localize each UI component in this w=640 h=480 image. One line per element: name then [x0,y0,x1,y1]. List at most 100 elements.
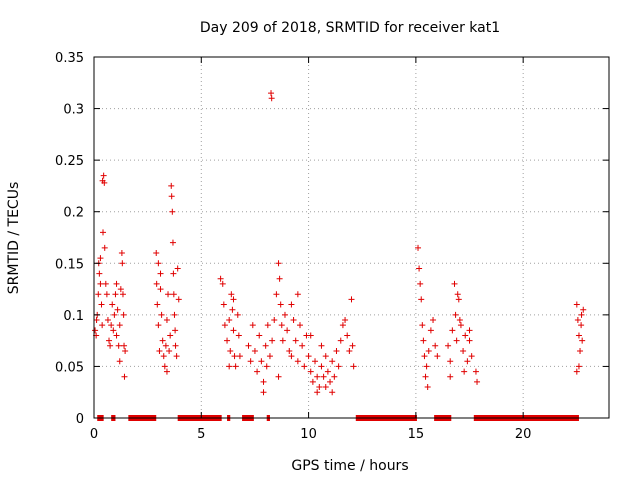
data-point [113,280,120,287]
data-point [234,311,241,318]
data-point [322,353,329,360]
data-point [277,301,284,308]
data-point [101,244,108,251]
data-point [110,327,117,334]
data-point [221,322,228,329]
data-point [158,311,165,318]
data-point [155,260,162,267]
data-point [307,368,314,375]
data-point [111,311,118,318]
data-point [161,363,168,370]
data-point [256,332,263,339]
y-tick-label: 0.25 [55,154,84,169]
data-point [324,368,331,375]
data-point [166,347,173,354]
data-point [453,337,460,344]
data-point [159,337,166,344]
data-point [235,332,242,339]
data-point [118,249,125,256]
x-tick-label: 20 [515,427,532,442]
data-point [258,358,265,365]
data-point [288,301,295,308]
data-point [427,327,434,334]
data-point [263,363,270,370]
data-point [92,327,99,334]
data-point [173,353,180,360]
data-point [165,291,172,298]
data-point [577,347,584,354]
data-point [416,265,423,272]
data-point [278,322,285,329]
data-point [294,291,301,298]
data-point [279,337,286,344]
data-point [119,260,126,267]
data-point [348,296,355,303]
data-point [327,378,334,385]
data-point [329,358,336,365]
x-tick-label: 0 [90,427,98,442]
data-point [271,317,278,324]
data-point [262,342,269,349]
data-point [299,342,306,349]
data-point [162,342,169,349]
data-point [284,327,291,334]
data-point [174,265,181,272]
data-point [342,317,349,324]
data-point [269,337,276,344]
data-point [226,317,233,324]
data-point [318,342,325,349]
data-point [102,280,109,287]
data-point [457,322,464,329]
data-point [113,332,120,339]
data-point [175,296,182,303]
data-point [101,179,108,186]
data-point [573,301,580,308]
data-point [160,353,167,360]
data-point [154,301,161,308]
data-point [339,322,346,329]
data-point [112,291,119,298]
data-point [462,332,469,339]
data-point [268,95,275,102]
data-point [273,291,280,298]
data-point [106,337,113,344]
data-point [320,373,327,380]
data-point [305,353,312,360]
data-point [224,337,231,344]
data-point [116,358,123,365]
data-point [163,317,170,324]
data-point [312,358,319,365]
data-point [452,311,459,318]
data-point [228,291,235,298]
data-point [350,363,357,370]
data-point [108,322,115,329]
chart-title: Day 209 of 2018, SRMTID for receiver kat… [200,20,500,36]
data-point [275,260,282,267]
data-point [318,363,325,370]
data-point [107,342,114,349]
data-point [260,378,267,385]
data-point [281,311,288,318]
data-point [114,306,121,313]
y-tick-label: 0.2 [63,206,84,221]
data-point [322,384,329,391]
data-point [455,296,462,303]
data-point [121,342,128,349]
data-point [434,353,441,360]
data-point [292,337,299,344]
data-point [432,342,439,349]
data-point [172,342,179,349]
data-point [314,373,321,380]
data-point [424,384,431,391]
data-point [472,368,479,375]
data-point [309,378,316,385]
data-point [109,301,116,308]
data-point [329,389,336,396]
y-tick-label: 0.05 [55,360,84,375]
data-point [168,182,175,189]
data-point [172,327,179,334]
data-point [578,311,585,318]
data-point [580,306,587,313]
data-point [418,296,425,303]
